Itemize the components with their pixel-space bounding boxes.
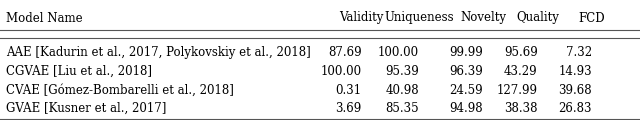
Text: 127.99: 127.99 (497, 84, 538, 96)
Text: 95.39: 95.39 (385, 65, 419, 78)
Text: 40.98: 40.98 (385, 84, 419, 96)
Text: 99.99: 99.99 (449, 46, 483, 59)
Text: 43.29: 43.29 (504, 65, 538, 78)
Text: Novelty: Novelty (460, 12, 506, 24)
Text: 95.69: 95.69 (504, 46, 538, 59)
Text: AAE [Kadurin et al., 2017, Polykovskiy et al., 2018]: AAE [Kadurin et al., 2017, Polykovskiy e… (6, 46, 311, 59)
Text: 26.83: 26.83 (559, 102, 592, 115)
Text: Uniqueness: Uniqueness (385, 12, 454, 24)
Text: 7.32: 7.32 (566, 46, 592, 59)
Text: 94.98: 94.98 (449, 102, 483, 115)
Text: 3.69: 3.69 (335, 102, 362, 115)
Text: GVAE [Kusner et al., 2017]: GVAE [Kusner et al., 2017] (6, 102, 167, 115)
Text: Validity: Validity (339, 12, 384, 24)
Text: 24.59: 24.59 (449, 84, 483, 96)
Text: 100.00: 100.00 (378, 46, 419, 59)
Text: 96.39: 96.39 (449, 65, 483, 78)
Text: Quality: Quality (516, 12, 559, 24)
Text: FCD: FCD (579, 12, 605, 24)
Text: 14.93: 14.93 (558, 65, 592, 78)
Text: CGVAE [Liu et al., 2018]: CGVAE [Liu et al., 2018] (6, 65, 152, 78)
Text: 85.35: 85.35 (385, 102, 419, 115)
Text: 100.00: 100.00 (321, 65, 362, 78)
Text: 38.38: 38.38 (504, 102, 538, 115)
Text: CVAE [Gómez-Bombarelli et al., 2018]: CVAE [Gómez-Bombarelli et al., 2018] (6, 84, 234, 96)
Text: 87.69: 87.69 (328, 46, 362, 59)
Text: 0.31: 0.31 (335, 84, 362, 96)
Text: Model Name: Model Name (6, 12, 83, 24)
Text: 39.68: 39.68 (558, 84, 592, 96)
